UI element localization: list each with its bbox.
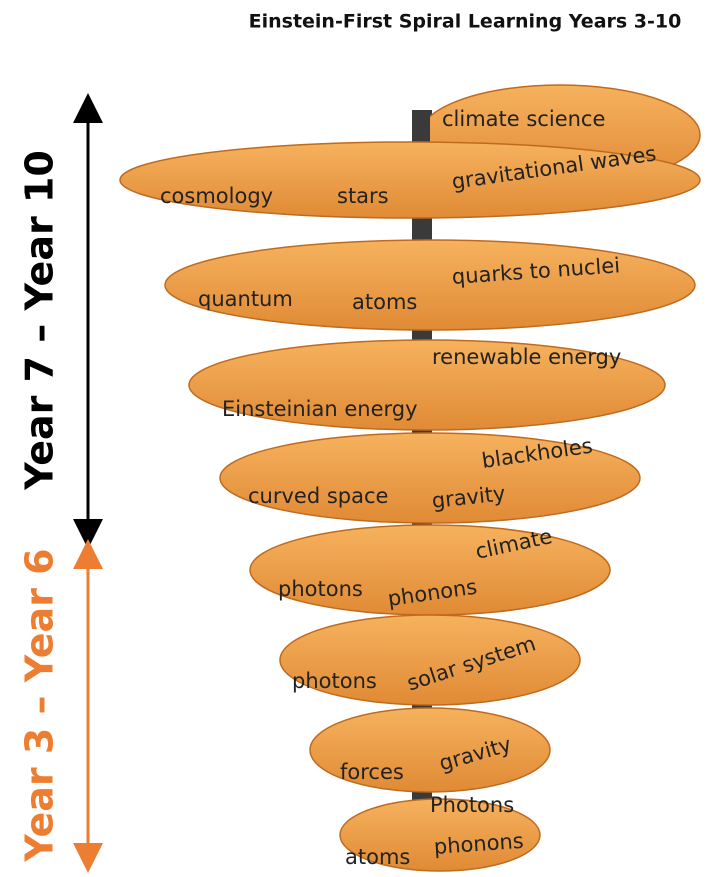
topic: climate science [442, 107, 605, 131]
topic: photons [292, 669, 377, 693]
topic: curved space [248, 484, 388, 508]
topic: renewable energy [432, 345, 621, 369]
topic: quantum [198, 287, 293, 311]
topic: photons [278, 577, 363, 601]
spiral-diagram: Einstein-First Spiral Learning Years 3-1… [0, 0, 727, 877]
topic: stars [337, 184, 389, 208]
range-label: Year 3 – Year 6 [18, 548, 62, 862]
topic: atoms [352, 290, 417, 314]
range-label: Year 7 – Year 10 [18, 150, 62, 491]
title: Einstein-First Spiral Learning Years 3-1… [249, 11, 682, 33]
topic: forces [340, 760, 404, 784]
topic: cosmology [160, 184, 273, 208]
topic: atoms [345, 845, 410, 869]
topic: Photons [430, 793, 514, 817]
topic: Einsteinian energy [222, 397, 418, 421]
